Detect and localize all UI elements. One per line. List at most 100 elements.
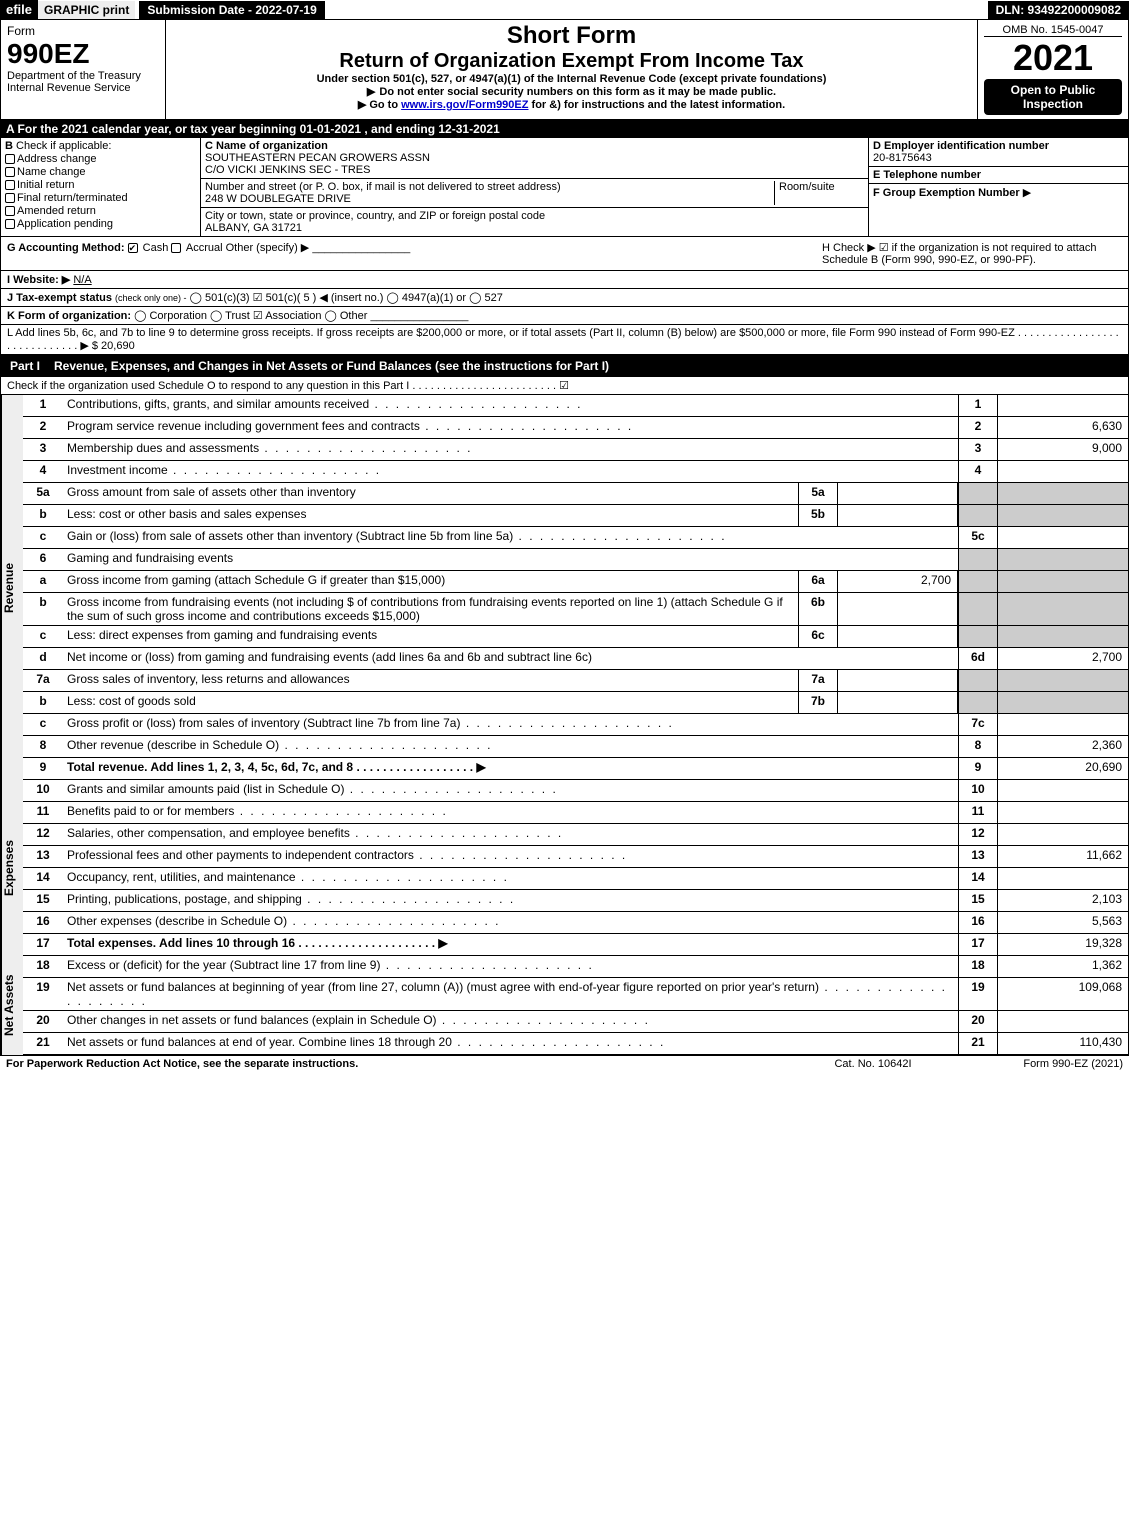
- row-14-rn: 14: [958, 868, 998, 889]
- row-12-val: [998, 824, 1128, 845]
- row-6b-vshade: [998, 593, 1128, 625]
- netassets-section: Net Assets 18Excess or (deficit) for the…: [0, 956, 1129, 1056]
- netassets-label: Net Assets: [1, 956, 23, 1055]
- row-6c-sn: 6c: [798, 626, 838, 647]
- cb-initial-return[interactable]: Initial return: [5, 179, 196, 191]
- row-7c-num: c: [23, 714, 63, 735]
- row-15-val: 2,103: [998, 890, 1128, 911]
- cb-amended-return[interactable]: Amended return: [5, 205, 196, 217]
- row-2-val: 6,630: [998, 417, 1128, 438]
- city-label: City or town, state or province, country…: [205, 210, 545, 222]
- row-11-num: 11: [23, 802, 63, 823]
- row-5c-num: c: [23, 527, 63, 548]
- row-12-rn: 12: [958, 824, 998, 845]
- row-20-val: [998, 1011, 1128, 1032]
- k-opts: ◯ Corporation ◯ Trust ☑ Association ◯ Ot…: [134, 310, 367, 322]
- open-to-public: Open to Public Inspection: [984, 79, 1122, 115]
- check-if-label: Check if applicable:: [16, 140, 111, 152]
- l-amount: 20,690: [101, 340, 135, 352]
- e-label: E Telephone number: [873, 169, 981, 181]
- row-8-rn: 8: [958, 736, 998, 757]
- row-6c-desc: Less: direct expenses from gaming and fu…: [63, 626, 798, 647]
- dept-treasury: Department of the Treasury: [7, 70, 159, 82]
- row-8-val: 2,360: [998, 736, 1128, 757]
- row-7c-rn: 7c: [958, 714, 998, 735]
- row-7b-num: b: [23, 692, 63, 713]
- row-6a-vshade: [998, 571, 1128, 592]
- row-20-rn: 20: [958, 1011, 998, 1032]
- row-5b-sn: 5b: [798, 505, 838, 526]
- care-of: C/O VICKI JENKINS SEC - TRES: [205, 164, 370, 176]
- irs-link[interactable]: www.irs.gov/Form990EZ: [401, 99, 528, 111]
- row-2-desc: Program service revenue including govern…: [63, 417, 958, 438]
- section-d-e-f: D Employer identification number 20-8175…: [868, 138, 1128, 236]
- arrow-icon: ▶: [1023, 187, 1031, 199]
- row-21-rn: 21: [958, 1033, 998, 1054]
- row-18-desc: Excess or (deficit) for the year (Subtra…: [63, 956, 958, 977]
- section-c: C Name of organization SOUTHEASTERN PECA…: [201, 138, 868, 236]
- section-a: A For the 2021 calendar year, or tax yea…: [0, 120, 1129, 138]
- row-13-desc: Professional fees and other payments to …: [63, 846, 958, 867]
- row-4-num: 4: [23, 461, 63, 482]
- row-7a-rshade: [958, 670, 998, 691]
- row-3-desc: Membership dues and assessments: [63, 439, 958, 460]
- cb-accrual[interactable]: [171, 243, 181, 253]
- row-6b-sv: [838, 593, 958, 625]
- row-15-desc: Printing, publications, postage, and shi…: [63, 890, 958, 911]
- street: 248 W DOUBLEGATE DRIVE: [205, 193, 351, 205]
- row-5a-desc: Gross amount from sale of assets other t…: [63, 483, 798, 504]
- row-7b-desc: Less: cost of goods sold: [63, 692, 798, 713]
- cb-cash[interactable]: [128, 243, 138, 253]
- row-13-rn: 13: [958, 846, 998, 867]
- row-5a-sn: 5a: [798, 483, 838, 504]
- row-6c-num: c: [23, 626, 63, 647]
- row-6d-rn: 6d: [958, 648, 998, 669]
- efile-label: efile: [0, 0, 38, 19]
- row-5b-desc: Less: cost or other basis and sales expe…: [63, 505, 798, 526]
- row-6b-num: b: [23, 593, 63, 625]
- cb-name-change[interactable]: Name change: [5, 166, 196, 178]
- page-footer: For Paperwork Reduction Act Notice, see …: [0, 1056, 1129, 1072]
- row-6c-sv: [838, 626, 958, 647]
- row-16-rn: 16: [958, 912, 998, 933]
- website-value: N/A: [73, 274, 91, 286]
- footer-left: For Paperwork Reduction Act Notice, see …: [6, 1058, 783, 1070]
- row-5b-rshade: [958, 505, 998, 526]
- k-label: K Form of organization:: [7, 310, 131, 322]
- part-1-label: Part I: [0, 355, 50, 377]
- cb-final-return[interactable]: Final return/terminated: [5, 192, 196, 204]
- graphic-print[interactable]: GRAPHIC print: [38, 1, 135, 19]
- expenses-section: Expenses 10Grants and similar amounts pa…: [0, 780, 1129, 956]
- row-7a-sv: [838, 670, 958, 691]
- row-10-rn: 10: [958, 780, 998, 801]
- row-6c-rshade: [958, 626, 998, 647]
- row-20-desc: Other changes in net assets or fund bala…: [63, 1011, 958, 1032]
- row-6d-num: d: [23, 648, 63, 669]
- cb-address-change[interactable]: Address change: [5, 153, 196, 165]
- row-3-num: 3: [23, 439, 63, 460]
- row-11-val: [998, 802, 1128, 823]
- section-l: L Add lines 5b, 6c, and 7b to line 9 to …: [0, 325, 1129, 355]
- revenue-section: Revenue 1Contributions, gifts, grants, a…: [0, 395, 1129, 780]
- section-h: H Check ▶ ☑ if the organization is not r…: [822, 241, 1122, 266]
- row-15-num: 15: [23, 890, 63, 911]
- row-21-num: 21: [23, 1033, 63, 1054]
- expenses-label: Expenses: [1, 780, 23, 956]
- row-8-num: 8: [23, 736, 63, 757]
- row-3-rn: 3: [958, 439, 998, 460]
- dept-irs: Internal Revenue Service: [7, 82, 159, 94]
- row-6b-rshade: [958, 593, 998, 625]
- row-7a-num: 7a: [23, 670, 63, 691]
- row-7b-rshade: [958, 692, 998, 713]
- row-17-num: 17: [23, 934, 63, 955]
- cb-application-pending[interactable]: Application pending: [5, 218, 196, 230]
- section-k: K Form of organization: ◯ Corporation ◯ …: [0, 307, 1129, 325]
- b-label: B: [5, 140, 13, 152]
- row-19-num: 19: [23, 978, 63, 1010]
- form-number: 990EZ: [7, 38, 159, 70]
- row-9-rn: 9: [958, 758, 998, 779]
- row-20-num: 20: [23, 1011, 63, 1032]
- return-title: Return of Organization Exempt From Incom…: [168, 50, 975, 73]
- row-1-rn: 1: [958, 395, 998, 416]
- row-9-desc: Total revenue. Add lines 1, 2, 3, 4, 5c,…: [67, 760, 486, 774]
